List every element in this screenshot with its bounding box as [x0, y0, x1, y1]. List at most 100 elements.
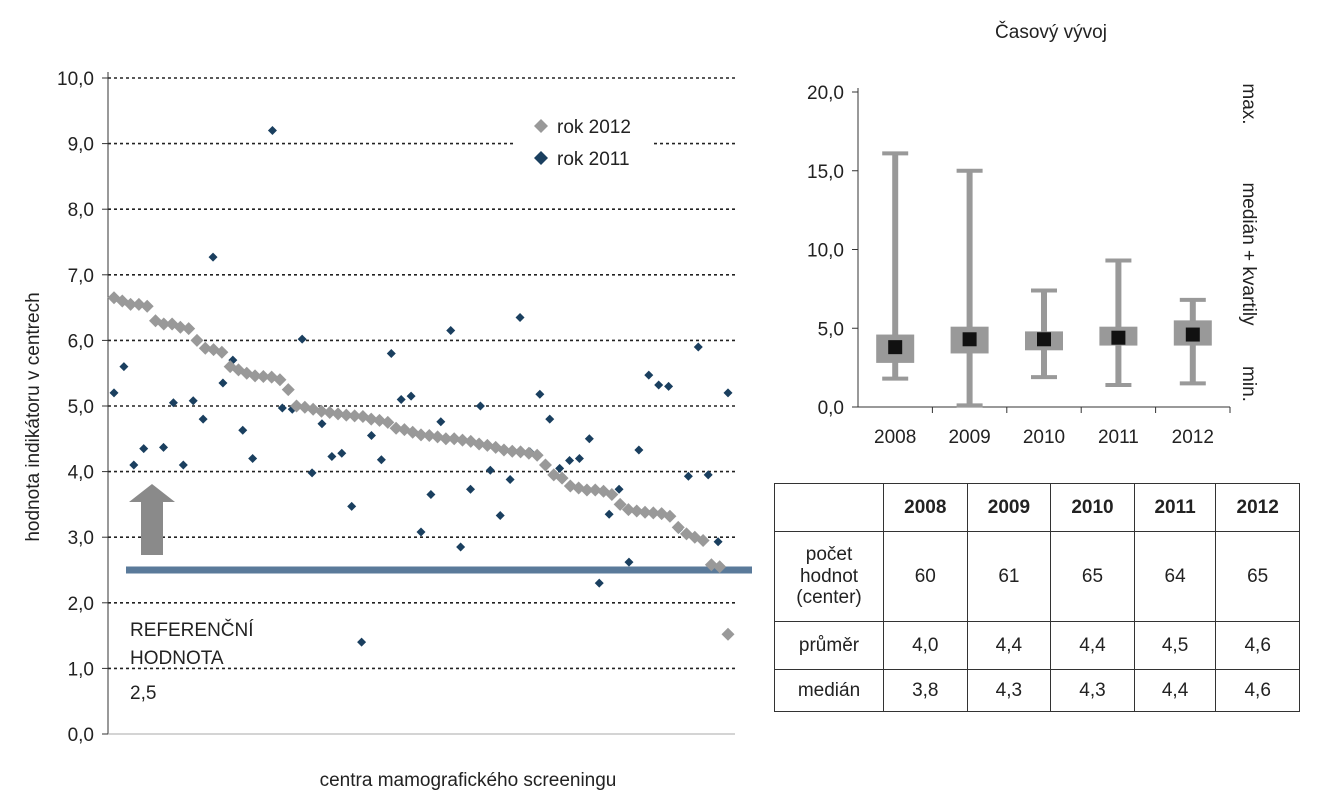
scatter-x-axis-label: centra mamografického screeningu — [320, 770, 617, 791]
data-point — [614, 484, 624, 494]
data-point — [495, 511, 505, 521]
table-header-row: 2008 2009 2010 2011 2012 — [774, 483, 1300, 532]
data-point — [721, 627, 735, 641]
data-point — [497, 443, 511, 457]
table-cell: 3,8 — [883, 669, 968, 712]
table-cell: 4,4 — [966, 621, 1052, 670]
row-label-count-line3: (center) — [796, 587, 862, 609]
scatter-y-tick-label: 6,0 — [68, 331, 94, 352]
data-point — [466, 484, 476, 494]
box-plot — [1025, 288, 1082, 413]
data-point — [129, 460, 139, 470]
data-point — [505, 444, 519, 458]
data-point — [555, 463, 565, 473]
table-cell: 4,6 — [1215, 621, 1300, 670]
data-point — [530, 448, 544, 462]
data-point — [713, 560, 727, 574]
stats-table: 2008 2009 2010 2011 2012 počet hodnot (c… — [774, 483, 1300, 712]
data-point — [256, 369, 270, 383]
data-point — [723, 388, 733, 398]
data-point — [713, 537, 723, 547]
row-label-count-line2: hodnot — [799, 565, 859, 587]
scatter-y-tick-label: 0,0 — [68, 725, 94, 746]
table-row: průměr 4,0 4,4 4,4 4,5 4,6 — [774, 621, 1300, 670]
legend-marker-2012 — [534, 119, 548, 133]
data-point — [109, 388, 119, 398]
data-point — [485, 465, 495, 475]
data-point — [505, 474, 515, 484]
data-point — [580, 483, 594, 497]
data-point — [693, 342, 703, 352]
data-point — [386, 349, 396, 359]
series-2011-points — [109, 125, 733, 647]
side-label-median-quartiles: medián + kvartily — [1238, 182, 1259, 326]
scatter-y-tick-label: 8,0 — [68, 200, 94, 221]
table-cell: 4,3 — [966, 669, 1052, 712]
data-point — [416, 527, 426, 537]
box-y-tick-label: 5,0 — [818, 319, 844, 340]
legend-background — [514, 109, 654, 175]
scatter-y-tick-label: 5,0 — [68, 397, 94, 418]
table-header-2011: 2011 — [1133, 483, 1217, 532]
data-point — [277, 403, 287, 413]
table-cell: 4,3 — [1050, 669, 1135, 712]
box-y-tick-label: 0,0 — [818, 398, 844, 419]
data-point — [565, 455, 575, 465]
data-point — [594, 578, 604, 588]
data-point — [190, 333, 204, 347]
data-point — [696, 533, 710, 547]
data-point — [664, 381, 674, 391]
box-x-tick-label: 2012 — [1172, 427, 1214, 448]
scatter-y-tick-label: 2,0 — [68, 594, 94, 615]
data-point — [683, 471, 693, 481]
scatter-y-tick-label: 3,0 — [68, 528, 94, 549]
box-median-marker — [962, 332, 977, 347]
box-x-tick-label: 2009 — [948, 427, 990, 448]
data-point — [447, 432, 461, 446]
data-point — [297, 334, 307, 344]
scatter-y-axis-label: hodnota indikátoru v centrech — [23, 292, 44, 541]
box-x-tick-labels: 2008 2009 2010 2011 2012 — [874, 427, 1214, 448]
table-cell: 64 — [1133, 531, 1217, 622]
data-point — [671, 520, 685, 534]
box-y-tick-label: 20,0 — [807, 83, 844, 104]
box-plot — [950, 168, 1008, 413]
reference-group: REFERENČNÍ HODNOTA 2,5 — [126, 566, 752, 704]
data-point — [455, 433, 469, 447]
legend-label-2011: rok 2011 — [557, 149, 630, 170]
data-point — [267, 125, 277, 135]
data-point — [208, 252, 218, 262]
table-cell: 4,6 — [1215, 669, 1300, 712]
data-point — [514, 445, 528, 459]
data-point — [159, 442, 169, 452]
data-point — [545, 414, 555, 424]
scatter-y-tick-label: 1,0 — [68, 659, 94, 680]
data-point — [290, 399, 304, 413]
data-point — [621, 503, 635, 517]
data-point — [215, 345, 229, 359]
data-point — [248, 453, 258, 463]
data-point — [703, 470, 713, 480]
data-point — [238, 425, 248, 435]
data-point — [327, 452, 337, 462]
reference-label-line2: HODNOTA — [130, 648, 224, 669]
scatter-y-tick-label: 9,0 — [68, 135, 94, 156]
data-point — [376, 455, 386, 465]
row-label-mean: průměr — [774, 621, 884, 670]
data-point — [588, 483, 602, 497]
data-point — [218, 378, 228, 388]
scatter-y-tick-label: 10,0 — [57, 69, 94, 90]
scatter-y-tick-label: 7,0 — [68, 266, 94, 287]
data-point — [472, 437, 486, 451]
data-point — [119, 362, 129, 372]
data-point — [348, 409, 362, 423]
box-chart: Časový vývoj 0,0 5,0 10,0 15,0 20,0 2008 2009… — [807, 21, 1259, 448]
data-point — [456, 542, 466, 552]
box-plot — [876, 151, 933, 413]
data-point — [331, 407, 345, 421]
data-point — [624, 557, 634, 567]
data-point — [426, 490, 436, 500]
data-point — [281, 383, 295, 397]
data-point — [396, 394, 406, 404]
data-point — [584, 434, 594, 444]
